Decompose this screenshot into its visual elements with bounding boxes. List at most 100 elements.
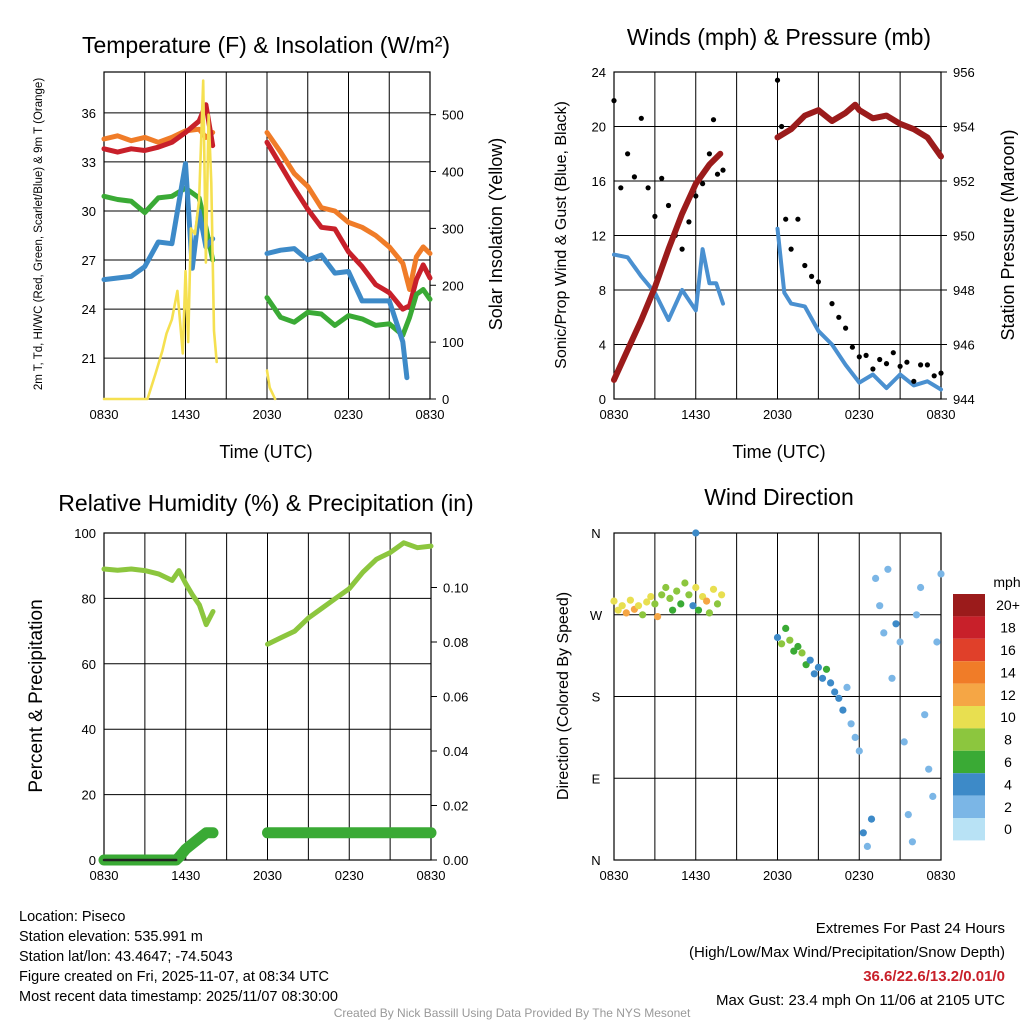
series-relative-humidity bbox=[101, 566, 216, 628]
gust-point bbox=[870, 366, 876, 372]
direction-point bbox=[673, 587, 681, 595]
right-tick-label: 0.00 bbox=[443, 853, 468, 868]
gust-point bbox=[904, 359, 910, 365]
x-tick-label: 2030 bbox=[253, 407, 282, 422]
gust-point bbox=[911, 378, 917, 384]
direction-point bbox=[900, 738, 908, 746]
direction-tick-label: W bbox=[590, 608, 603, 623]
direction-point bbox=[937, 570, 945, 578]
direction-point bbox=[618, 602, 626, 610]
right-tick-label: 0.08 bbox=[443, 635, 468, 650]
gust-point bbox=[779, 123, 785, 130]
gust-point bbox=[714, 171, 721, 177]
station-info: Location: Piseco Station elevation: 535.… bbox=[19, 907, 338, 1007]
direction-point bbox=[843, 683, 851, 692]
gust-point bbox=[829, 301, 835, 307]
direction-point bbox=[884, 565, 892, 573]
colorbar-swatch bbox=[953, 750, 985, 774]
credit-line: Created By Nick Bassill Using Data Provi… bbox=[333, 1006, 691, 1020]
extremes-title: Extremes For Past 24 Hours bbox=[815, 920, 1005, 937]
direction-point bbox=[705, 609, 714, 617]
temperature-y-label: 2m T, Td, HI/WC (Red, Green, Scarlet/Blu… bbox=[33, 78, 45, 390]
temperature-x-label: Time (UTC) bbox=[219, 442, 312, 462]
x-tick-label: 0830 bbox=[927, 407, 956, 422]
direction-point bbox=[677, 600, 685, 608]
y-tick-label: 30 bbox=[82, 204, 96, 219]
direction-point bbox=[904, 811, 912, 819]
colorbar-swatch bbox=[953, 661, 985, 684]
right-tick-label: 300 bbox=[442, 221, 464, 236]
colorbar-label: 10 bbox=[1000, 709, 1016, 725]
insolation-y-label: Solar Insolation (Yellow) bbox=[486, 138, 506, 330]
direction-point bbox=[929, 792, 937, 801]
colorbar-label: 18 bbox=[1000, 620, 1016, 636]
extremes-subtitle: (High/Low/Max Wind/Precipitation/Snow De… bbox=[689, 944, 1005, 961]
gust-point bbox=[795, 216, 801, 222]
direction-point bbox=[778, 640, 786, 648]
x-tick-label: 0230 bbox=[845, 868, 874, 883]
gust-point bbox=[843, 325, 849, 331]
direction-point bbox=[847, 720, 855, 728]
direction-point bbox=[798, 649, 806, 657]
direction-point bbox=[892, 620, 900, 628]
extremes-values: 36.6/22.6/13.2/0.01/0 bbox=[863, 968, 1005, 985]
gust-point bbox=[836, 314, 842, 320]
colorbar-swatch bbox=[953, 818, 985, 841]
series-relative-humidity bbox=[265, 540, 434, 647]
direction-point bbox=[651, 600, 659, 608]
gust-point bbox=[618, 185, 624, 191]
series-hi-wc bbox=[101, 161, 216, 283]
x-tick-label: 0230 bbox=[334, 407, 363, 422]
direction-point bbox=[912, 611, 921, 619]
gust-point bbox=[659, 175, 665, 181]
gust-point bbox=[631, 174, 638, 180]
right-tick-label: 0.04 bbox=[443, 744, 468, 759]
gust-point bbox=[897, 363, 903, 369]
y-tick-label: 0 bbox=[599, 392, 606, 407]
gust-point bbox=[883, 361, 890, 367]
figure-created: Figure created on Fri, 2025-11-07, at 08… bbox=[19, 969, 330, 985]
direction-point bbox=[666, 594, 674, 603]
x-tick-label: 0830 bbox=[416, 407, 445, 422]
y-tick-label: 60 bbox=[82, 657, 96, 672]
x-tick-label: 2030 bbox=[763, 407, 792, 422]
direction-tick-label: E bbox=[592, 771, 601, 786]
direction-point bbox=[626, 596, 635, 604]
colorbar-label: 4 bbox=[1004, 776, 1012, 792]
direction-point bbox=[851, 733, 859, 742]
right-tick-label: 200 bbox=[442, 278, 464, 293]
gust-point bbox=[625, 151, 631, 157]
y-tick-label: 24 bbox=[82, 302, 96, 317]
direction-point bbox=[718, 591, 726, 599]
direction-point bbox=[867, 815, 876, 823]
direction-point bbox=[925, 765, 933, 773]
colorbar-label: 16 bbox=[1000, 642, 1016, 658]
recent-timestamp: Most recent data timestamp: 2025/11/07 0… bbox=[19, 989, 338, 1005]
direction-point bbox=[643, 598, 651, 606]
direction-point bbox=[896, 638, 904, 646]
right-tick-label: 952 bbox=[953, 174, 975, 189]
direction-point bbox=[888, 674, 896, 682]
extremes-box: Extremes For Past 24 Hours (High/Low/Max… bbox=[689, 917, 1005, 1013]
colorbar-swatch bbox=[953, 616, 985, 639]
y-tick-label: 12 bbox=[592, 229, 606, 244]
direction-point bbox=[694, 606, 703, 614]
wind-y-label: Sonic/Prop Wind & Gust (Blue, Black) bbox=[553, 101, 570, 369]
y-tick-label: 20 bbox=[592, 120, 606, 135]
wind-direction-panel-title: Wind Direction bbox=[704, 484, 854, 510]
direction-point bbox=[917, 583, 925, 592]
wind-direction-panel: Wind Direction Direction (Colored By Spe… bbox=[555, 484, 1021, 883]
x-tick-label: 0830 bbox=[90, 407, 119, 422]
series-solar-insolation bbox=[102, 79, 218, 401]
series-station-pressure bbox=[774, 101, 944, 160]
series-9m-t bbox=[264, 130, 433, 292]
station-latlon: Station lat/lon: 43.4647; -74.5043 bbox=[19, 949, 233, 965]
right-tick-label: 100 bbox=[442, 335, 464, 350]
gust-point bbox=[720, 167, 726, 173]
direction-point bbox=[622, 609, 630, 617]
series-9m-t bbox=[101, 126, 216, 145]
direction-point bbox=[709, 585, 718, 593]
gust-point bbox=[645, 185, 651, 191]
gust-point bbox=[863, 352, 869, 358]
